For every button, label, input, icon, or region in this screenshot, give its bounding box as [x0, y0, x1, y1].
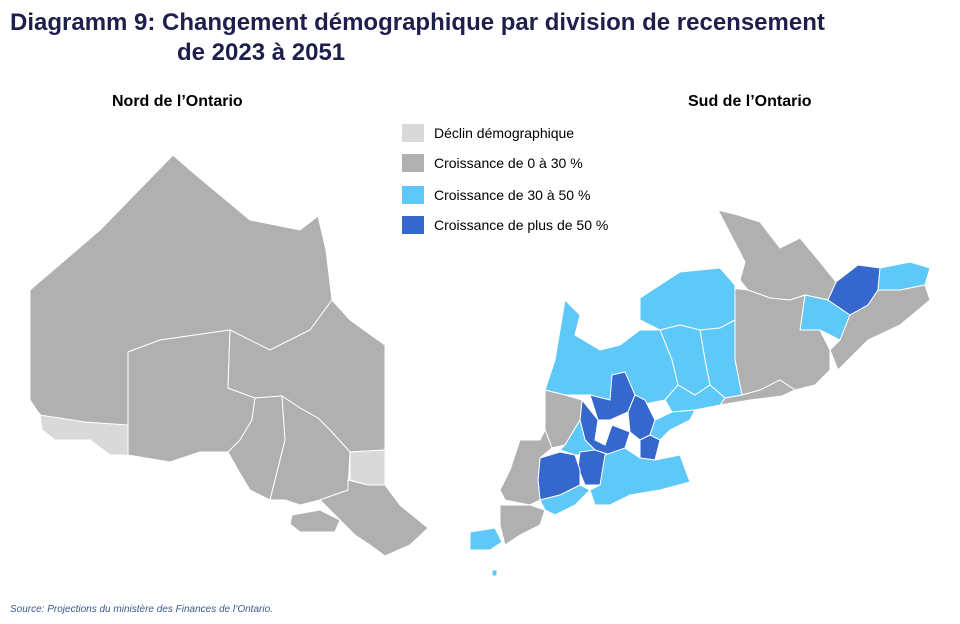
hamilton-niagara-division: [639, 434, 661, 461]
ottawa-valley-division: [717, 209, 837, 301]
north-ontario-map: [29, 154, 429, 557]
essex-kent-division: [499, 504, 546, 546]
windsor-essex-division: [469, 527, 503, 551]
legend-label: Croissance de 0 à 30 %: [434, 155, 583, 171]
nipissing-division: [319, 479, 429, 557]
title-line-2: de 2023 à 2051: [177, 39, 346, 66]
legend-item-decline: Déclin démographique: [402, 122, 608, 144]
lambton-west-division: [499, 428, 553, 506]
legend-swatch: [402, 124, 424, 142]
muskoka-north-division: [639, 267, 736, 331]
stormont-leeds-division: [829, 284, 931, 371]
kenora-decline-area: [39, 414, 129, 456]
legend-item-growth-0-30: Croissance de 0 à 30 %: [402, 152, 608, 174]
north-map-label: Nord de l’Ontario: [112, 93, 243, 110]
legend-label: Croissance de plus de 50 %: [434, 217, 609, 233]
legend-item-growth-over-50: Croissance de plus de 50 %: [402, 214, 608, 236]
legend: Déclin démographique Croissance de 0 à 3…: [402, 122, 608, 244]
legend-item-growth-30-50: Croissance de 30 à 50 %: [402, 184, 608, 206]
south-map-label: Sud de l’Ontario: [688, 93, 812, 110]
south-ontario-map: [469, 209, 931, 577]
page-title: Diagramm 9: Changement démographique par…: [10, 8, 825, 68]
northumberland-division: [718, 379, 797, 406]
manitoulin-division: [289, 509, 341, 533]
source-note: Source: Projections du ministère des Fin…: [10, 604, 273, 615]
legend-swatch: [402, 216, 424, 234]
title-line-1: Diagramm 9: Changement démographique par…: [10, 9, 825, 36]
pelee-island: [491, 569, 498, 577]
legend-swatch: [402, 154, 424, 172]
legend-label: Déclin démographique: [434, 125, 575, 141]
legend-swatch: [402, 186, 424, 204]
toronto-halton-division: [649, 409, 696, 441]
chatham-kent-division: [539, 484, 591, 516]
timiskaming-decline-area: [349, 449, 386, 486]
legend-label: Croissance de 30 à 50 %: [434, 187, 591, 203]
